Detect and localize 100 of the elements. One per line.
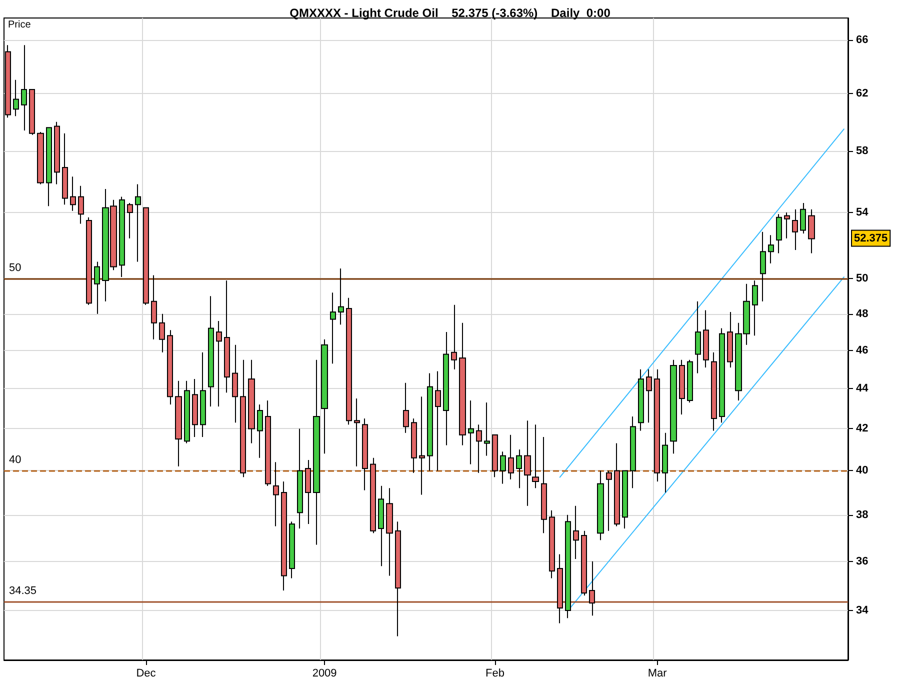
- candlestick: [289, 521, 295, 579]
- candlestick: [54, 121, 60, 185]
- y-tick-label: 36: [856, 555, 868, 568]
- candlestick: [419, 396, 425, 496]
- x-tick-label: Mar: [648, 668, 668, 680]
- candlestick: [597, 470, 604, 541]
- y-tick-label: 66: [856, 34, 868, 46]
- candlestick: [378, 485, 384, 567]
- candlestick: [265, 400, 271, 486]
- candlestick: [29, 89, 35, 136]
- candlestick: [606, 470, 612, 532]
- candlestick: [216, 320, 222, 407]
- candlestick: [135, 184, 141, 262]
- y-tick-label: 40: [856, 464, 868, 477]
- candlestick: [175, 380, 182, 467]
- y-tick-label: 54: [856, 206, 870, 219]
- candlestick: [581, 530, 587, 596]
- candlestick: [443, 331, 449, 446]
- y-tick-label: 34: [856, 604, 870, 617]
- candlestick: [232, 344, 238, 424]
- candlestick: [240, 359, 246, 478]
- candlestick: [654, 368, 660, 482]
- candlestick: [37, 131, 44, 185]
- candlestick: [338, 268, 344, 326]
- candlestick: [532, 424, 539, 489]
- candlestick: [459, 322, 466, 446]
- candlestick: [86, 216, 92, 306]
- candlestick: [224, 280, 230, 394]
- candlestick: [297, 428, 303, 530]
- candlestick: [200, 352, 206, 438]
- candlestick: [679, 359, 685, 416]
- candlestick: [646, 368, 652, 424]
- y-tick-label: 48: [856, 308, 868, 320]
- candlestick: [354, 398, 360, 467]
- candlestick: [541, 436, 547, 534]
- candlestick: [143, 207, 149, 306]
- chart-title: QMXXXX - Light Crude Oil 52.375 (-3.63%) Daily 0:00: [290, 6, 611, 20]
- candlestick: [687, 359, 693, 404]
- candlestick: [248, 359, 255, 444]
- candlestick: [313, 359, 320, 546]
- candlestick: [46, 127, 52, 207]
- candlestick: [516, 448, 522, 489]
- candlestick: [208, 296, 214, 407]
- candlestick: [403, 382, 409, 434]
- candlestick: [549, 510, 555, 579]
- ref-line-label: 40: [9, 454, 22, 466]
- y-tick-label: 58: [856, 145, 868, 158]
- y-tick-label: 50: [856, 272, 868, 285]
- candlestick: [151, 274, 157, 340]
- candlestick: [411, 418, 417, 474]
- candlestick: [305, 460, 311, 524]
- candlestick: [386, 488, 393, 576]
- candlestick: [273, 462, 279, 527]
- candlestick: [622, 470, 628, 530]
- candlestick: [630, 416, 636, 489]
- candlestick: [808, 208, 815, 254]
- x-tick-label: Dec: [136, 668, 156, 680]
- candlestick: [589, 560, 595, 616]
- candlestick: [557, 554, 563, 624]
- candlestick: [94, 261, 100, 314]
- candlestick: [13, 79, 19, 117]
- candlestick: [768, 234, 774, 264]
- candlestick: [281, 481, 287, 592]
- candlestick: [792, 208, 798, 250]
- y-axis-title: Price: [8, 20, 32, 30]
- candlestick: [711, 352, 717, 432]
- ref-line-label: 34.35: [9, 585, 37, 598]
- candlestick: [127, 202, 133, 239]
- candlestick: [638, 368, 644, 432]
- ref-line-label: 50: [9, 262, 22, 274]
- x-tick-label: 2009: [312, 668, 337, 680]
- candlestick: [484, 402, 490, 456]
- y-tick-label: 38: [856, 508, 868, 521]
- candlestick: [321, 338, 328, 454]
- candlestick: [703, 310, 709, 368]
- candlestick: [719, 328, 725, 424]
- candlestick: [614, 442, 620, 527]
- candlestick: [524, 420, 531, 506]
- candlestick: [70, 176, 76, 212]
- candlestick: [257, 404, 263, 458]
- candlestick: [492, 434, 498, 478]
- candlestick: [119, 196, 125, 278]
- candlestick: [800, 202, 806, 234]
- y-tick-label: 44: [856, 382, 870, 395]
- candlestick: [776, 214, 782, 254]
- candlestick: [784, 212, 790, 239]
- candlestick: [662, 432, 668, 493]
- candlestick: [395, 521, 401, 637]
- candlestick: [159, 313, 165, 353]
- candlestick: [370, 457, 376, 534]
- candlestick: [695, 300, 701, 374]
- candlestick: [167, 330, 173, 405]
- candlestick: [565, 514, 571, 619]
- candlestick: [362, 418, 368, 491]
- candlestick: [573, 505, 579, 560]
- candlestick: [21, 44, 27, 132]
- candlestick: [435, 370, 441, 472]
- candlestick: [476, 424, 482, 474]
- candlestick: [330, 292, 336, 364]
- candlestick: [346, 297, 352, 426]
